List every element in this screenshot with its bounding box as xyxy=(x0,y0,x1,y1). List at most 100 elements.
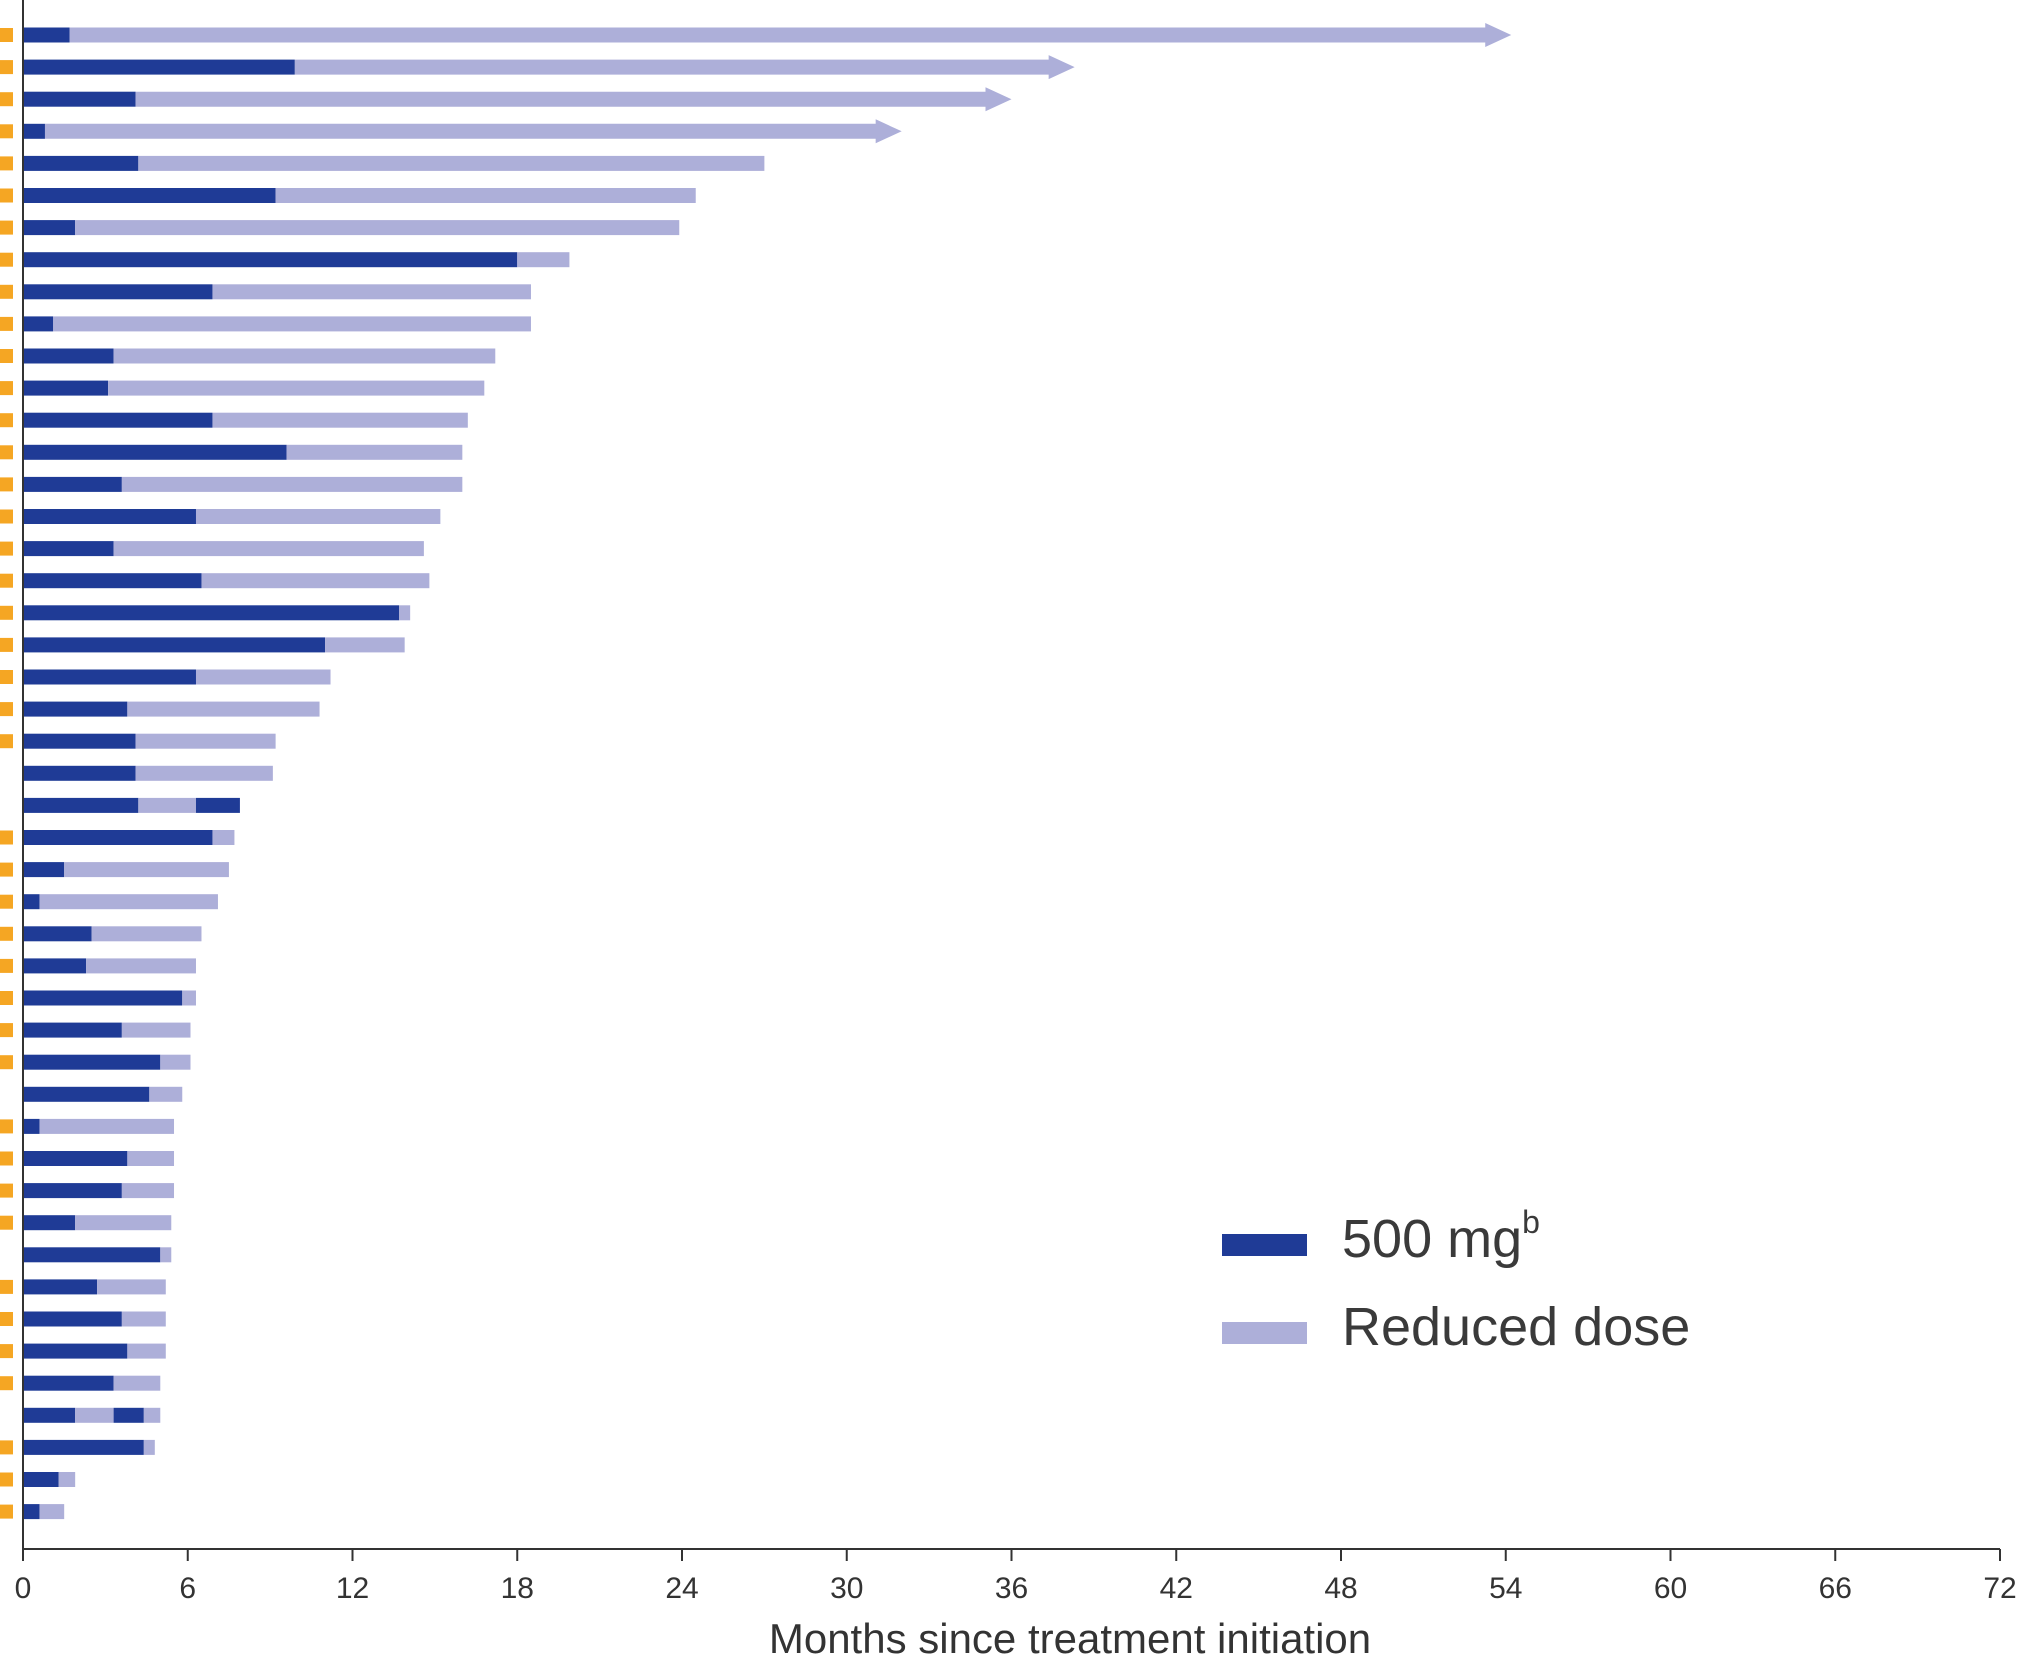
bar-segment xyxy=(160,1247,172,1263)
bar-segment xyxy=(23,1439,144,1455)
bar-segment xyxy=(23,348,114,364)
bar-segment xyxy=(23,1118,40,1134)
patient-marker xyxy=(0,541,13,556)
bar-segment xyxy=(23,1472,59,1487)
x-tick-label: 66 xyxy=(1819,1572,1852,1605)
bar-segment xyxy=(23,797,139,813)
x-tick-label: 12 xyxy=(336,1572,369,1605)
bar-segment xyxy=(23,509,196,524)
x-tick-label: 60 xyxy=(1654,1572,1687,1605)
bar-segment xyxy=(182,990,196,1006)
bar-segment xyxy=(23,444,287,460)
patient-marker xyxy=(0,284,13,299)
patient-marker xyxy=(0,1279,13,1294)
patient-marker xyxy=(0,862,13,877)
patient-marker xyxy=(0,381,13,396)
bar-segment xyxy=(23,476,122,492)
patient-marker xyxy=(0,1344,13,1359)
marker-group xyxy=(0,28,13,1519)
bar-segment xyxy=(23,284,213,300)
bar-segment xyxy=(75,1407,114,1423)
bar-segment xyxy=(201,573,430,589)
bar-segment xyxy=(23,59,295,75)
x-tick-label: 0 xyxy=(15,1572,32,1605)
patient-marker xyxy=(0,28,13,42)
bar-segment xyxy=(143,1407,161,1423)
patient-marker xyxy=(0,830,13,845)
bar-segment xyxy=(23,1407,76,1423)
patient-marker xyxy=(0,991,13,1005)
bar-segment xyxy=(160,1054,191,1070)
bar-segment xyxy=(143,1439,155,1455)
bar-segment xyxy=(23,1086,150,1102)
bar-segment xyxy=(138,797,196,813)
x-tick-label: 30 xyxy=(830,1572,863,1605)
bar-segment xyxy=(23,926,92,942)
bar-segment xyxy=(517,252,570,268)
bar-segment xyxy=(23,188,276,203)
bar-segment xyxy=(23,1215,76,1231)
bar-segment xyxy=(23,830,213,845)
bar-segment xyxy=(23,1022,122,1038)
x-axis-title: Months since treatment initiation xyxy=(769,1615,1371,1662)
bar-segment xyxy=(113,1407,144,1423)
bar-segment xyxy=(23,637,326,653)
bar-segment xyxy=(23,894,40,910)
legend-swatch-reduced-dose xyxy=(1222,1322,1307,1344)
patient-marker xyxy=(0,477,13,492)
patient-marker xyxy=(0,926,13,941)
legend-label-500mg: 500 mgb xyxy=(1342,1204,1540,1269)
bar-segment xyxy=(23,1279,98,1295)
bar-segment xyxy=(212,284,531,300)
bar-segment xyxy=(23,1311,122,1327)
bar-segment xyxy=(23,155,139,171)
bar-segment xyxy=(23,316,54,332)
bar-segment xyxy=(23,27,70,43)
x-tick-label: 18 xyxy=(501,1572,534,1605)
patient-marker xyxy=(0,316,13,331)
patient-marker xyxy=(0,637,13,652)
patient-marker xyxy=(0,670,13,684)
bar-segment xyxy=(138,155,765,171)
bar-segment xyxy=(23,220,76,236)
patient-marker xyxy=(0,92,13,107)
patient-marker xyxy=(0,60,13,75)
bar-segment xyxy=(195,669,331,685)
bar-segment xyxy=(212,412,468,428)
patient-marker xyxy=(0,1215,13,1230)
patient-marker xyxy=(0,605,13,620)
bar-segment xyxy=(23,573,202,589)
bar-segment xyxy=(75,220,680,236)
bar-segment xyxy=(23,1504,40,1520)
legend-label-500mg-text: 500 mg xyxy=(1342,1209,1522,1269)
patient-marker xyxy=(0,124,13,139)
bar-segment xyxy=(23,1247,161,1263)
bar-segment xyxy=(53,316,531,332)
bar-segment xyxy=(23,1151,128,1166)
patient-marker xyxy=(0,1504,13,1519)
bar-segment xyxy=(23,1343,128,1359)
bar-segment xyxy=(23,765,136,781)
bar-segment xyxy=(23,380,109,396)
patient-marker xyxy=(0,1440,13,1455)
bar-segment xyxy=(23,862,65,878)
bar-segment xyxy=(195,797,240,813)
bar-segment xyxy=(135,733,276,749)
legend-label-reduced-dose: Reduced dose xyxy=(1342,1297,1690,1357)
bar-segment xyxy=(91,926,202,942)
bar-segment xyxy=(121,1022,191,1038)
bar-segment xyxy=(58,1472,76,1487)
bar-segment xyxy=(23,123,45,139)
bar-segment-arrow xyxy=(294,55,1075,80)
x-tick-label: 54 xyxy=(1489,1572,1522,1605)
patient-marker xyxy=(0,1119,13,1134)
bar-segment-arrow xyxy=(69,23,1512,47)
bar-segment xyxy=(23,990,183,1006)
patient-marker xyxy=(0,445,13,460)
x-tick-label: 48 xyxy=(1324,1572,1357,1605)
bar-segment xyxy=(39,1504,65,1520)
bar-segment xyxy=(23,958,87,974)
bar-segment xyxy=(275,188,696,203)
bar-segment xyxy=(135,765,273,781)
bar-segment xyxy=(127,1343,166,1359)
